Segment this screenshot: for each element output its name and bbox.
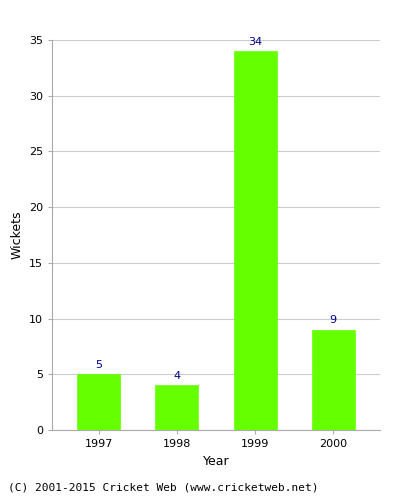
Bar [234, 51, 276, 430]
Text: 5: 5 [95, 360, 102, 370]
Text: 4: 4 [173, 371, 180, 381]
X-axis label: Year: Year [203, 454, 229, 468]
Text: 9: 9 [330, 316, 337, 326]
Bar [156, 386, 198, 430]
Text: (C) 2001-2015 Cricket Web (www.cricketweb.net): (C) 2001-2015 Cricket Web (www.cricketwe… [8, 482, 318, 492]
Bar [77, 374, 120, 430]
Y-axis label: Wickets: Wickets [10, 211, 23, 259]
Text: 34: 34 [248, 36, 262, 46]
Bar [312, 330, 355, 430]
